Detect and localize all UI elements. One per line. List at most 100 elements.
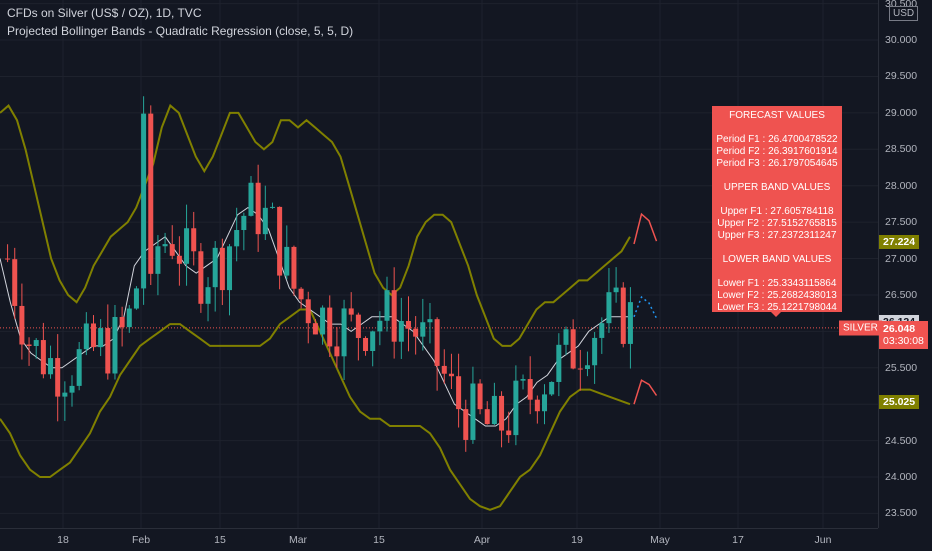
candle-body bbox=[227, 246, 233, 291]
forecast-line: Period F2 : 26.3917601914 bbox=[716, 146, 838, 157]
candle-body bbox=[355, 314, 361, 338]
lower-band-price-badge: 25.025 bbox=[879, 395, 920, 410]
time-tick-label: Jun bbox=[814, 534, 832, 546]
candle-body bbox=[277, 206, 283, 276]
candle-body bbox=[126, 308, 132, 328]
candle-body bbox=[155, 246, 161, 274]
candle-body bbox=[391, 290, 397, 342]
candle-body bbox=[305, 299, 311, 324]
upper-band-line bbox=[0, 103, 631, 347]
candle-body bbox=[620, 287, 626, 344]
price-tick-label: 26.500 bbox=[885, 288, 918, 301]
price-tick-label: 23.500 bbox=[885, 507, 918, 520]
upper-band-line: Upper F3 : 27.2372311247 bbox=[717, 230, 837, 241]
price-tick-label: 29.000 bbox=[885, 106, 918, 119]
forecast-line: Period F1 : 26.4700478522 bbox=[716, 134, 838, 145]
price-tick-label: 25.500 bbox=[885, 361, 918, 374]
candle-body bbox=[513, 380, 519, 436]
candle-body bbox=[55, 358, 61, 397]
price-chart[interactable] bbox=[0, 0, 878, 528]
time-tick-label: May bbox=[650, 534, 670, 546]
time-tick-label: 15 bbox=[214, 534, 226, 546]
price-tick-label: 30.500 bbox=[885, 0, 918, 10]
indicator-title[interactable]: Projected Bollinger Bands - Quadratic Re… bbox=[7, 24, 354, 38]
candle-body bbox=[62, 392, 68, 397]
upper-band-title: UPPER BAND VALUES bbox=[723, 182, 831, 193]
candle-body bbox=[463, 409, 469, 440]
candle-body bbox=[499, 395, 505, 431]
price-tick-label: 24.500 bbox=[885, 434, 918, 447]
upper-band-line: Upper F2 : 27.5152765815 bbox=[717, 218, 837, 229]
time-tick-label: 19 bbox=[571, 534, 583, 546]
candle-body bbox=[248, 182, 254, 216]
candle-body bbox=[5, 258, 11, 260]
last-price-value: 26.048 bbox=[883, 322, 916, 335]
candle-body bbox=[241, 215, 247, 231]
candlestick-series bbox=[5, 96, 633, 452]
candle-body bbox=[234, 230, 240, 247]
candle-body bbox=[312, 323, 318, 335]
candle-body bbox=[534, 399, 540, 412]
candle-body bbox=[341, 308, 347, 357]
candle-body bbox=[184, 228, 190, 264]
time-tick-label: Feb bbox=[131, 534, 151, 546]
projected-lower-band bbox=[633, 379, 658, 405]
candle-body bbox=[26, 344, 32, 347]
time-tick-label: Mar bbox=[288, 534, 308, 546]
candle-body bbox=[112, 316, 118, 374]
candle-body bbox=[456, 376, 462, 410]
price-tick-label: 24.000 bbox=[885, 471, 918, 484]
candle-body bbox=[363, 337, 369, 352]
candle-body bbox=[448, 373, 454, 377]
candle-body bbox=[133, 288, 139, 309]
candle-body bbox=[398, 320, 404, 342]
candle-body bbox=[33, 340, 39, 347]
time-axis[interactable]: 18 Feb 15 Mar 15 Apr 19 May 17 Jun bbox=[0, 528, 878, 551]
candle-body bbox=[298, 288, 304, 300]
candle-body bbox=[269, 206, 275, 208]
candle-body bbox=[141, 113, 147, 289]
candle-body bbox=[40, 340, 46, 375]
price-tick-label: 27.000 bbox=[885, 252, 918, 265]
candle-body bbox=[291, 246, 297, 289]
candle-body bbox=[83, 323, 89, 350]
candle-body bbox=[48, 358, 54, 375]
price-axis[interactable]: 23.50024.00024.50025.00025.50026.00026.5… bbox=[878, 0, 932, 528]
candle-body bbox=[370, 331, 376, 352]
candle-body bbox=[427, 319, 433, 323]
candle-body bbox=[90, 323, 96, 348]
candle-body bbox=[162, 244, 168, 247]
candle-body bbox=[527, 379, 533, 400]
time-tick-label: 17 bbox=[732, 534, 744, 546]
forecast-title: FORECAST VALUES bbox=[729, 110, 825, 121]
symbol-title[interactable]: CFDs on Silver (US$ / OZ), 1D, TVC bbox=[7, 6, 202, 20]
candle-body bbox=[176, 255, 182, 264]
lower-band-line: Lower F1 : 25.3343115864 bbox=[717, 278, 837, 289]
candle-body bbox=[198, 251, 204, 304]
upper-band-line: Upper F1 : 27.605784118 bbox=[720, 206, 834, 217]
candle-body bbox=[570, 329, 576, 369]
panel-pointer bbox=[771, 312, 781, 317]
forecast-line: Period F3 : 26.1797054645 bbox=[716, 158, 838, 169]
price-tick-label: 30.000 bbox=[885, 34, 918, 47]
candle-body bbox=[405, 320, 411, 329]
price-tick-label: 28.000 bbox=[885, 179, 918, 192]
candle-body bbox=[599, 323, 605, 338]
candle-body bbox=[413, 328, 419, 337]
candle-body bbox=[205, 287, 211, 304]
price-tick-label: 27.500 bbox=[885, 216, 918, 229]
currency-label[interactable]: USD bbox=[889, 6, 919, 21]
candle-body bbox=[76, 349, 82, 386]
candle-body bbox=[327, 307, 333, 347]
candle-body bbox=[470, 383, 476, 440]
candle-body bbox=[105, 328, 111, 374]
lower-band-line: Lower F3 : 25.1221798044 bbox=[717, 302, 837, 313]
candle-body bbox=[255, 182, 261, 235]
candle-body bbox=[169, 244, 175, 256]
candle-body bbox=[119, 316, 125, 328]
lower-band-title: LOWER BAND VALUES bbox=[722, 254, 832, 265]
candle-body bbox=[148, 113, 154, 274]
candle-body bbox=[420, 322, 426, 337]
candle-body bbox=[334, 346, 340, 357]
lower-band-line: Lower F2 : 25.2682438013 bbox=[717, 290, 837, 301]
